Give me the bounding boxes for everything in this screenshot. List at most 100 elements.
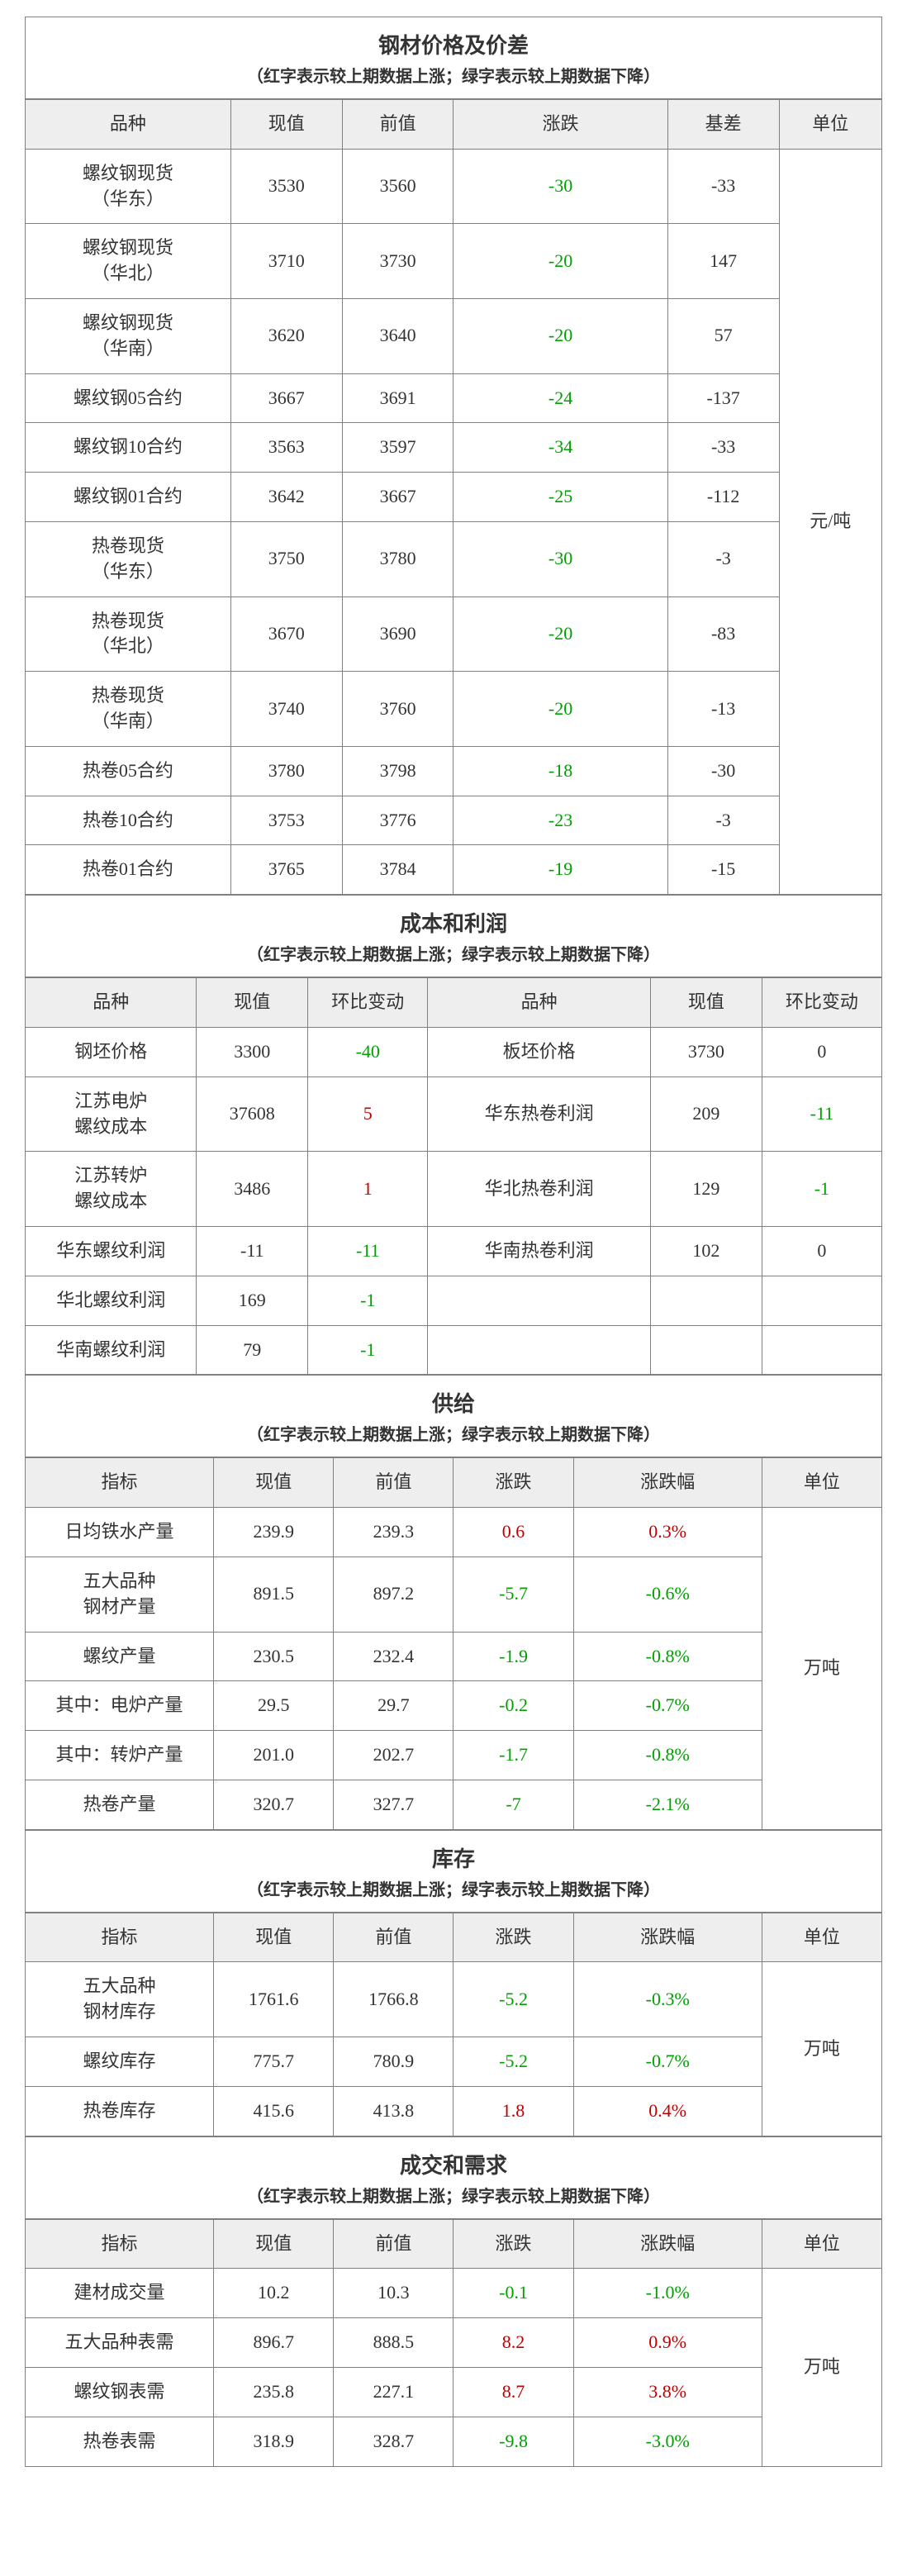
table-row: 热卷现货 （华南）37403760-20-13	[26, 672, 882, 747]
prev: 3667	[342, 473, 454, 522]
cur: 3530	[230, 149, 342, 224]
col-header: 现值	[214, 1913, 334, 1962]
row-name: 五大品种 钢材库存	[26, 1962, 214, 2037]
table-row: 其中：电炉产量29.529.7-0.2-0.7%	[26, 1681, 882, 1731]
table-row: 华北螺纹利润169-1	[26, 1276, 882, 1325]
table-row: 螺纹钢现货 （华北）37103730-20147	[26, 224, 882, 299]
basis: -112	[667, 473, 779, 522]
pct: -0.8%	[573, 1632, 762, 1681]
row-name: 螺纹钢表需	[26, 2368, 214, 2417]
cur: 201.0	[214, 1731, 334, 1780]
chg: -20	[454, 298, 667, 373]
cur-r: 3730	[650, 1027, 762, 1077]
col-header: 品种	[26, 978, 197, 1028]
cur: 1761.6	[214, 1962, 334, 2037]
pct: 0.4%	[573, 2086, 762, 2136]
row-name: 华南螺纹利润	[26, 1325, 197, 1375]
cur: 3710	[230, 224, 342, 299]
col-header: 品种	[26, 100, 231, 150]
chg: -0.1	[454, 2269, 573, 2318]
basis: -137	[667, 373, 779, 423]
prev: 3597	[342, 423, 454, 473]
price-title: 钢材价格及价差	[25, 17, 882, 61]
cur: 891.5	[214, 1557, 334, 1632]
cur: 235.8	[214, 2368, 334, 2417]
table-row: 热卷现货 （华东）37503780-30-3	[26, 521, 882, 596]
demand-legend: （红字表示较上期数据上涨；绿字表示较上期数据下降）	[25, 2181, 882, 2219]
cur: 3642	[230, 473, 342, 522]
row-name: 热卷01合约	[26, 845, 231, 895]
col-header: 涨跌幅	[573, 1913, 762, 1962]
pct: 0.9%	[573, 2318, 762, 2368]
prev: 888.5	[334, 2318, 454, 2368]
unit-cell: 万吨	[762, 2269, 881, 2466]
table-row: 华东螺纹利润-11-11华南热卷利润1020	[26, 1226, 882, 1276]
row-name: 日均铁水产量	[26, 1508, 214, 1557]
row-name: 螺纹钢现货 （华东）	[26, 149, 231, 224]
chg: 1	[308, 1152, 428, 1227]
chg: -1	[308, 1325, 428, 1375]
prev: 202.7	[334, 1731, 454, 1780]
basis: 147	[667, 224, 779, 299]
cur: 415.6	[214, 2086, 334, 2136]
col-header: 涨跌	[454, 1913, 573, 1962]
cur: 79	[197, 1325, 308, 1375]
cur: 3486	[197, 1152, 308, 1227]
basis: -33	[667, 149, 779, 224]
basis: -30	[667, 746, 779, 796]
prev: 10.3	[334, 2269, 454, 2318]
prev: 239.3	[334, 1508, 454, 1557]
chg: -1	[308, 1276, 428, 1325]
row-name: 热卷产量	[26, 1780, 214, 1829]
supply-title: 供给	[25, 1375, 882, 1419]
cur: 169	[197, 1276, 308, 1325]
chg: 1.8	[454, 2086, 573, 2136]
row-name: 热卷10合约	[26, 796, 231, 845]
row-name: 江苏转炉 螺纹成本	[26, 1152, 197, 1227]
basis: -3	[667, 521, 779, 596]
chg: -1.7	[454, 1731, 573, 1780]
prev: 232.4	[334, 1632, 454, 1681]
cur: 230.5	[214, 1632, 334, 1681]
col-header: 指标	[26, 1458, 214, 1508]
chg: -9.8	[454, 2417, 573, 2466]
prev: 3776	[342, 796, 454, 845]
col-header: 单位	[762, 1913, 881, 1962]
prev: 3784	[342, 845, 454, 895]
col-header: 现值	[214, 2219, 334, 2269]
table-row: 江苏转炉 螺纹成本34861华北热卷利润129-1	[26, 1152, 882, 1227]
table-row: 其中：转炉产量201.0202.7-1.7-0.8%	[26, 1731, 882, 1780]
cur: 775.7	[214, 2037, 334, 2087]
row-name: 江苏电炉 螺纹成本	[26, 1077, 197, 1152]
row-name: 螺纹钢10合约	[26, 423, 231, 473]
unit-cell: 万吨	[762, 1508, 881, 1830]
row-name: 五大品种 钢材产量	[26, 1557, 214, 1632]
table-row: 江苏电炉 螺纹成本376085华东热卷利润209-11	[26, 1077, 882, 1152]
unit-cell: 元/吨	[779, 149, 881, 894]
row-name: 华北螺纹利润	[26, 1276, 197, 1325]
pct: -0.3%	[573, 1962, 762, 2037]
col-header: 前值	[342, 100, 454, 150]
table-row: 热卷05合约37803798-18-30	[26, 746, 882, 796]
basis: -3	[667, 796, 779, 845]
row-name: 其中：转炉产量	[26, 1731, 214, 1780]
row-name: 热卷表需	[26, 2417, 214, 2466]
col-header: 前值	[334, 2219, 454, 2269]
prev: 897.2	[334, 1557, 454, 1632]
report-page: 钢材价格及价差 （红字表示较上期数据上涨；绿字表示较上期数据下降） 品种现值前值…	[0, 0, 907, 2483]
prev: 3760	[342, 672, 454, 747]
col-header: 现值	[230, 100, 342, 150]
row-name: 螺纹钢05合约	[26, 373, 231, 423]
chg: 8.2	[454, 2318, 573, 2368]
table-row: 螺纹钢01合约36423667-25-112	[26, 473, 882, 522]
table-row: 螺纹钢表需235.8227.18.73.8%	[26, 2368, 882, 2417]
table-row: 热卷表需318.9328.7-9.8-3.0%	[26, 2417, 882, 2466]
row-name-r: 华东热卷利润	[428, 1077, 651, 1152]
col-header: 指标	[26, 2219, 214, 2269]
prev: 227.1	[334, 2368, 454, 2417]
pct: 3.8%	[573, 2368, 762, 2417]
prev: 328.7	[334, 2417, 454, 2466]
cost-table: 品种现值环比变动品种现值环比变动 钢坯价格3300-40板坯价格37300江苏电…	[25, 977, 882, 1375]
col-header: 单位	[779, 100, 881, 150]
demand-table: 指标现值前值涨跌涨跌幅单位 建材成交量10.210.3-0.1-1.0%万吨五大…	[25, 2219, 882, 2467]
